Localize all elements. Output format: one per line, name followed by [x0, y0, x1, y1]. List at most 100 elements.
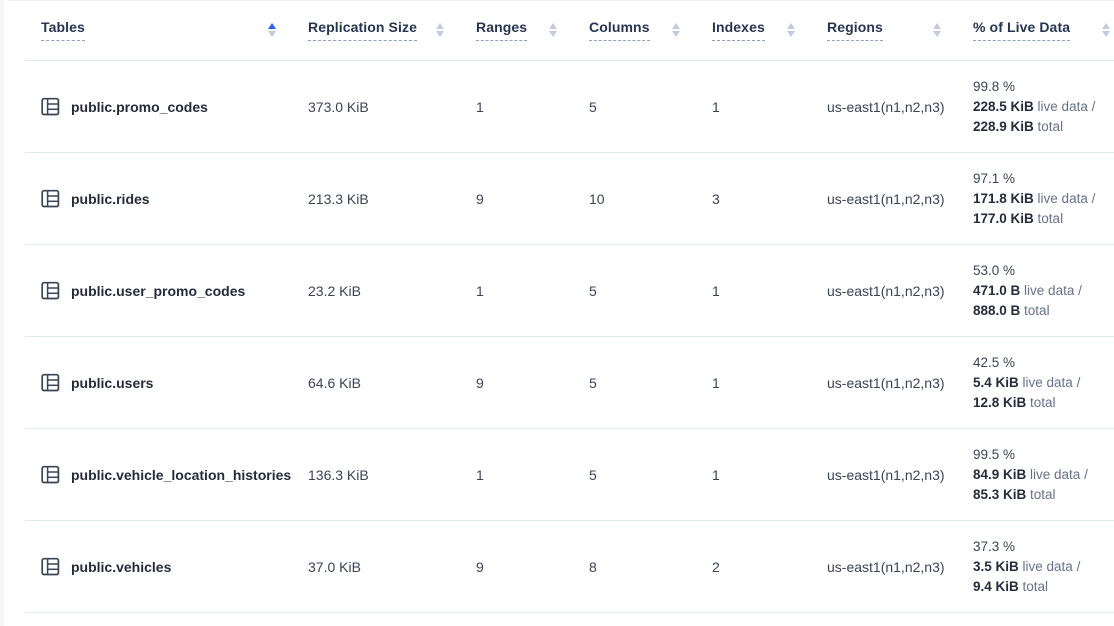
live-data-percent: 97.1 % — [973, 170, 1016, 186]
replication-size-cell: 37.0 KiB — [308, 558, 361, 575]
table-icon — [41, 557, 60, 576]
replication-size-cell: 23.2 KiB — [308, 282, 361, 299]
live-data-size-line: 171.8 KiB live data / — [973, 190, 1096, 206]
live-data-size-line: 5.4 KiB live data / — [973, 374, 1081, 390]
tables-list: Tables Replication Size Ranges Columns I… — [25, 0, 1114, 613]
column-header-indexes[interactable]: Indexes — [699, 0, 814, 60]
page-background-strip — [0, 0, 4, 626]
replication-size-cell: 213.3 KiB — [308, 190, 369, 207]
live-data-size-line: 3.5 KiB live data / — [973, 558, 1081, 574]
table-name-cell: public.vehicle_location_histories — [25, 465, 295, 484]
columns-cell: 10 — [589, 190, 605, 207]
total-size-line: 85.3 KiB total — [973, 486, 1056, 502]
table-body: public.promo_codes 373.0 KiB 1 5 1 us-ea… — [25, 61, 1114, 613]
indexes-cell: 3 — [712, 190, 720, 207]
live-data-percent: 99.8 % — [973, 78, 1016, 94]
live-data-cell: 97.1 % 171.8 KiB live data / 177.0 KiB t… — [960, 169, 1114, 229]
live-data-percent: 99.5 % — [973, 446, 1016, 462]
live-data-cell: 53.0 % 471.0 B live data / 888.0 B total — [960, 261, 1114, 321]
column-header-live-data[interactable]: % of Live Data — [960, 0, 1114, 60]
column-header-ranges[interactable]: Ranges — [463, 0, 576, 60]
table-row: public.rides 213.3 KiB 9 10 3 us-east1(n… — [25, 153, 1114, 245]
column-header-label: % of Live Data — [973, 19, 1071, 41]
column-header-label: Tables — [41, 19, 85, 41]
table-row: public.users 64.6 KiB 9 5 1 us-east1(n1,… — [25, 337, 1114, 429]
replication-size-cell: 64.6 KiB — [308, 374, 361, 391]
live-data-cell: 42.5 % 5.4 KiB live data / 12.8 KiB tota… — [960, 353, 1114, 413]
column-header-columns[interactable]: Columns — [576, 0, 699, 60]
table-name-cell: public.users — [25, 373, 295, 392]
column-header-regions[interactable]: Regions — [814, 0, 960, 60]
sort-icon — [672, 22, 680, 38]
table-row: public.vehicles 37.0 KiB 9 8 2 us-east1(… — [25, 521, 1114, 613]
table-row: public.promo_codes 373.0 KiB 1 5 1 us-ea… — [25, 61, 1114, 153]
table-icon — [41, 281, 60, 300]
ranges-cell: 9 — [476, 374, 484, 391]
column-header-label: Columns — [589, 19, 650, 41]
table-header-row: Tables Replication Size Ranges Columns I… — [25, 0, 1114, 61]
column-header-label: Ranges — [476, 19, 528, 41]
table-name-cell: public.rides — [25, 189, 295, 208]
table-name-link[interactable]: public.rides — [71, 190, 150, 207]
columns-cell: 8 — [589, 558, 597, 575]
sort-icon — [436, 22, 444, 38]
replication-size-cell: 136.3 KiB — [308, 466, 369, 483]
column-header-label: Regions — [827, 19, 883, 41]
table-icon — [41, 373, 60, 392]
column-header-tables[interactable]: Tables — [25, 0, 295, 60]
sort-icon — [549, 22, 557, 38]
columns-cell: 5 — [589, 98, 597, 115]
panel-top-border — [8, 0, 1114, 1]
regions-cell: us-east1(n1,n2,n3) — [827, 466, 945, 483]
indexes-cell: 1 — [712, 282, 720, 299]
regions-cell: us-east1(n1,n2,n3) — [827, 282, 945, 299]
column-header-label: Indexes — [712, 19, 765, 41]
total-size-line: 888.0 B total — [973, 302, 1050, 318]
columns-cell: 5 — [589, 466, 597, 483]
table-name-link[interactable]: public.users — [71, 374, 154, 391]
column-header-label: Replication Size — [308, 19, 417, 41]
table-icon — [41, 189, 60, 208]
indexes-cell: 1 — [712, 98, 720, 115]
column-header-replication-size[interactable]: Replication Size — [295, 0, 463, 60]
columns-cell: 5 — [589, 282, 597, 299]
live-data-percent: 37.3 % — [973, 538, 1016, 554]
live-data-cell: 37.3 % 3.5 KiB live data / 9.4 KiB total — [960, 537, 1114, 597]
table-name-cell: public.vehicles — [25, 557, 295, 576]
table-icon — [41, 465, 60, 484]
regions-cell: us-east1(n1,n2,n3) — [827, 558, 945, 575]
sort-icon-ascending-active — [268, 22, 276, 38]
indexes-cell: 2 — [712, 558, 720, 575]
replication-size-cell: 373.0 KiB — [308, 98, 369, 115]
table-row: public.user_promo_codes 23.2 KiB 1 5 1 u… — [25, 245, 1114, 337]
sort-icon — [787, 22, 795, 38]
sort-icon — [933, 22, 941, 38]
table-icon — [41, 97, 60, 116]
table-name-cell: public.user_promo_codes — [25, 281, 295, 300]
table-row: public.vehicle_location_histories 136.3 … — [25, 429, 1114, 521]
total-size-line: 12.8 KiB total — [973, 394, 1056, 410]
regions-cell: us-east1(n1,n2,n3) — [827, 374, 945, 391]
table-name-link[interactable]: public.vehicles — [71, 558, 172, 575]
live-data-size-line: 471.0 B live data / — [973, 282, 1082, 298]
table-name-link[interactable]: public.user_promo_codes — [71, 282, 246, 299]
ranges-cell: 9 — [476, 558, 484, 575]
regions-cell: us-east1(n1,n2,n3) — [827, 98, 945, 115]
table-name-cell: public.promo_codes — [25, 97, 295, 116]
live-data-size-line: 84.9 KiB live data / — [973, 466, 1088, 482]
total-size-line: 228.9 KiB total — [973, 118, 1064, 134]
columns-cell: 5 — [589, 374, 597, 391]
ranges-cell: 1 — [476, 98, 484, 115]
live-data-size-line: 228.5 KiB live data / — [973, 98, 1096, 114]
total-size-line: 9.4 KiB total — [973, 578, 1049, 594]
live-data-cell: 99.8 % 228.5 KiB live data / 228.9 KiB t… — [960, 77, 1114, 137]
table-name-link[interactable]: public.vehicle_location_histories — [71, 466, 292, 483]
ranges-cell: 9 — [476, 190, 484, 207]
indexes-cell: 1 — [712, 466, 720, 483]
ranges-cell: 1 — [476, 466, 484, 483]
ranges-cell: 1 — [476, 282, 484, 299]
total-size-line: 177.0 KiB total — [973, 210, 1064, 226]
table-name-link[interactable]: public.promo_codes — [71, 98, 208, 115]
live-data-percent: 42.5 % — [973, 354, 1016, 370]
live-data-percent: 53.0 % — [973, 262, 1016, 278]
